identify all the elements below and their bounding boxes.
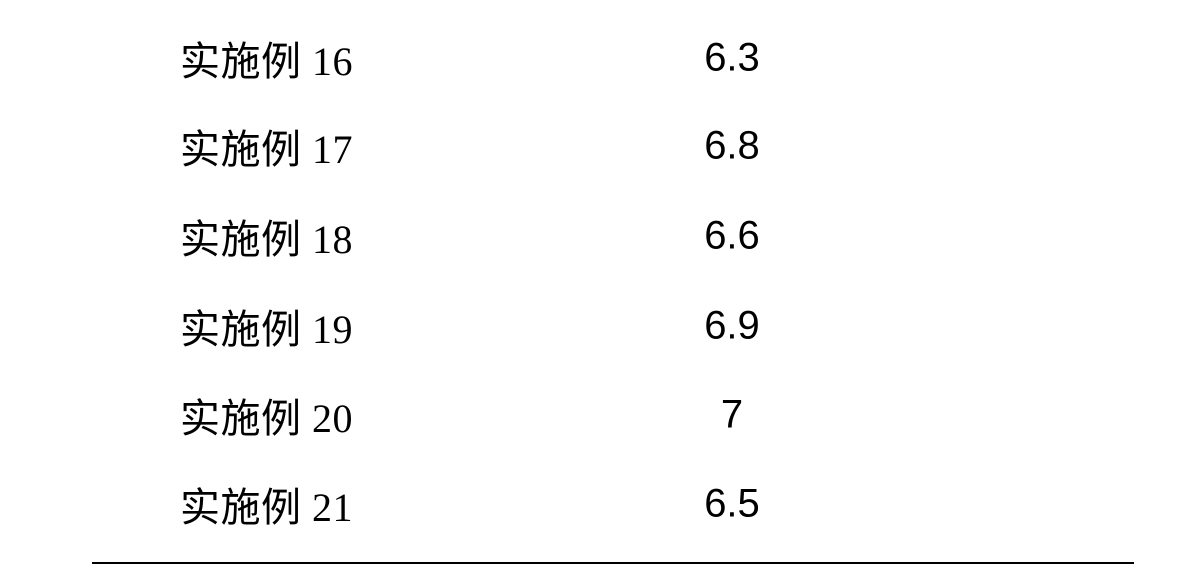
examples-table: 实施例 16 6.3 实施例 17 6.8 实施例 18 6.6 实施例 19 …	[0, 0, 1204, 581]
example-label: 实施例 20	[180, 386, 353, 444]
example-value: 6.8	[672, 124, 792, 169]
table-row: 实施例 21 6.5	[0, 460, 1204, 548]
example-label: 实施例 17	[180, 117, 353, 175]
example-value: 6.9	[672, 304, 792, 349]
table-row: 实施例 18 6.6	[0, 192, 1204, 280]
table-bottom-border	[92, 562, 1134, 564]
example-label: 实施例 19	[180, 297, 353, 355]
example-value: 7	[672, 393, 792, 438]
table-row: 实施例 17 6.8	[0, 102, 1204, 190]
example-value: 6.6	[672, 214, 792, 259]
example-label: 实施例 21	[180, 475, 353, 533]
table-row: 实施例 20 7	[0, 371, 1204, 459]
example-label: 实施例 18	[180, 207, 353, 265]
example-label: 实施例 16	[180, 29, 353, 87]
example-value: 6.3	[672, 36, 792, 81]
table-row: 实施例 19 6.9	[0, 282, 1204, 370]
table-row: 实施例 16 6.3	[0, 14, 1204, 102]
example-value: 6.5	[672, 482, 792, 527]
